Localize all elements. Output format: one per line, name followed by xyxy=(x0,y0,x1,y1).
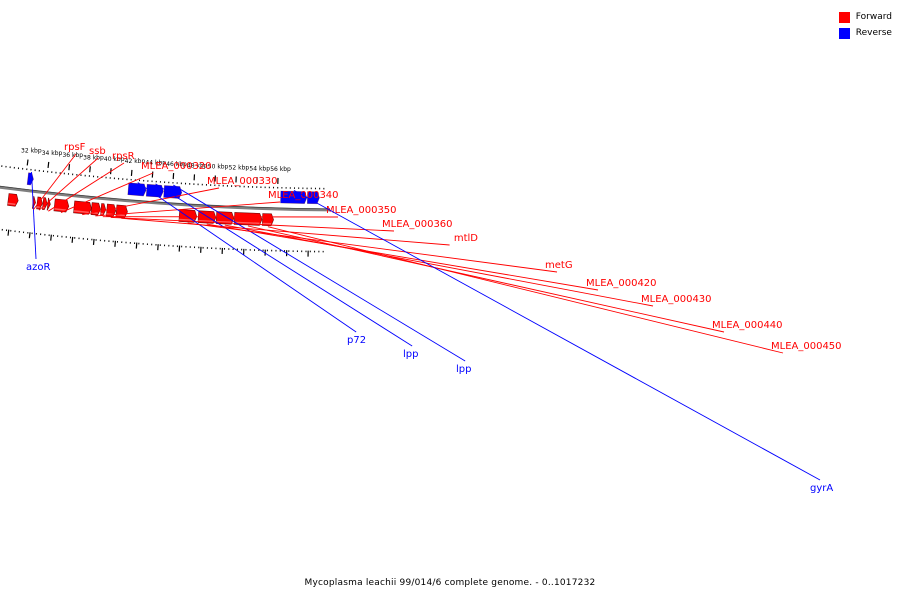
gene-highlight xyxy=(164,182,181,186)
legend-label-forward: Forward xyxy=(855,12,892,22)
gene-label-rpsr: rpsR xyxy=(112,151,135,162)
label-leader xyxy=(82,187,220,216)
gene-label-mlea-000320: MLEA_000320 xyxy=(141,161,212,172)
gene-label-mlea-000330: MLEA_000330 xyxy=(207,176,278,187)
tick-label: 44 kbp xyxy=(145,160,166,167)
label-leader xyxy=(48,162,125,212)
major-tick xyxy=(26,159,29,166)
gene-arrow xyxy=(26,172,34,186)
gene-label-mlea-000450: MLEA_000450 xyxy=(771,341,842,352)
gene-label-p72: p72 xyxy=(347,335,366,346)
gene-arrow xyxy=(73,200,92,215)
gene-label-metg: metG xyxy=(545,260,573,271)
gene-label-gyra: gyrA xyxy=(810,483,833,494)
tick-label: 36 kbp xyxy=(62,152,83,159)
gene-highlight xyxy=(179,218,195,222)
tick-label: 38 kbp xyxy=(83,154,104,161)
tick-marks: 32 kbp 34 kbp 36 kbp 38 kbp 40 kbp 42 kbp 44 k… xyxy=(1,148,325,257)
gene-highlight xyxy=(147,181,162,185)
label-leader xyxy=(137,182,357,333)
label-leader xyxy=(60,172,154,213)
label-leader xyxy=(155,183,413,347)
legend: Forward Reverse xyxy=(838,9,892,41)
legend-label-reverse: Reverse xyxy=(855,28,892,38)
backbone-edge xyxy=(0,185,331,210)
major-tick xyxy=(92,238,95,245)
label-leader xyxy=(38,157,99,211)
gene-label-ssb: ssb xyxy=(89,146,106,157)
label-leader xyxy=(121,217,450,246)
gene-label-mlea-000430: MLEA_000430 xyxy=(641,294,712,305)
major-tick xyxy=(71,236,74,243)
gene-arrow xyxy=(53,198,70,213)
gene-arrow xyxy=(100,203,107,217)
gene-labels: azoR rpsF ssb rpsR MLEA_000320 MLEA_000330 MLE… xyxy=(26,142,842,494)
label-leader xyxy=(267,226,784,354)
label-leader xyxy=(224,224,654,307)
gene-highlight xyxy=(73,210,89,214)
gene-highlight xyxy=(128,180,145,183)
tick-label: 42 kbp xyxy=(125,158,146,165)
major-tick xyxy=(28,232,31,239)
tick-label: 56 kbp xyxy=(270,166,291,173)
gene-label-mlea-000360: MLEA_000360 xyxy=(382,219,453,230)
gene-arrow xyxy=(306,191,320,205)
major-tick xyxy=(7,229,10,236)
gene-arrow xyxy=(145,183,164,198)
major-tick xyxy=(47,161,50,168)
gene-label-mlea-000440: MLEA_000440 xyxy=(712,320,783,331)
label-leader xyxy=(95,201,281,217)
gene-highlight xyxy=(7,202,16,206)
gene-highlight xyxy=(198,219,214,223)
label-leader xyxy=(206,223,599,291)
map-caption: Mycoplasma leachii 99/014/6 complete gen… xyxy=(304,578,596,588)
gene-arrow xyxy=(7,193,19,207)
gene-highlight xyxy=(216,220,232,224)
reverse-swatch xyxy=(838,27,850,39)
gene-arrow xyxy=(215,211,235,225)
major-tick xyxy=(114,240,117,247)
tick-label: 52 kbp xyxy=(229,164,250,171)
label-leader xyxy=(293,189,821,481)
tick-label: 32 kbp xyxy=(21,148,42,155)
gene-highlight xyxy=(54,208,67,211)
tick-label: 40 kbp xyxy=(104,156,125,163)
gene-highlight xyxy=(234,221,260,225)
major-tick xyxy=(68,164,71,171)
gene-highlight xyxy=(280,188,305,191)
gene-label-mlea-000420: MLEA_000420 xyxy=(586,278,657,289)
label-leader xyxy=(173,184,466,362)
gene-arrow xyxy=(233,212,263,226)
gene-arrow xyxy=(105,203,117,217)
label-leader xyxy=(33,153,77,210)
gene-label-lpp: lpp xyxy=(456,364,471,375)
gene-arrow xyxy=(163,185,183,199)
gene-arrow xyxy=(127,182,147,197)
gene-label-lpp: lpp xyxy=(403,349,418,360)
legend-item-forward: Forward xyxy=(838,9,892,25)
gene-highlight xyxy=(115,214,125,217)
major-tick xyxy=(89,166,91,173)
gene-label-rpsf: rpsF xyxy=(64,142,86,153)
gene-label-mtld: mtlD xyxy=(454,233,478,244)
gene-label-azor: azoR xyxy=(26,262,50,273)
label-leader xyxy=(247,225,725,333)
gene-arrow xyxy=(178,209,198,223)
gene-label-mlea-000350: MLEA_000350 xyxy=(326,205,397,216)
tick-label: 34 kbp xyxy=(42,150,63,157)
label-leader xyxy=(31,172,37,260)
legend-item-reverse: Reverse xyxy=(838,25,892,41)
tick-label: 48 kbp xyxy=(187,162,208,169)
tick-label: 50 kbp xyxy=(208,163,229,170)
gene-arrow xyxy=(46,197,51,211)
forward-swatch xyxy=(838,11,850,23)
label-leader xyxy=(110,216,395,232)
backbone-line xyxy=(0,185,331,212)
major-tick xyxy=(50,234,52,241)
genome-backbone xyxy=(0,185,331,212)
tick-label: 54 kbp xyxy=(249,165,270,172)
tick-label: 46 kbp xyxy=(166,161,187,168)
